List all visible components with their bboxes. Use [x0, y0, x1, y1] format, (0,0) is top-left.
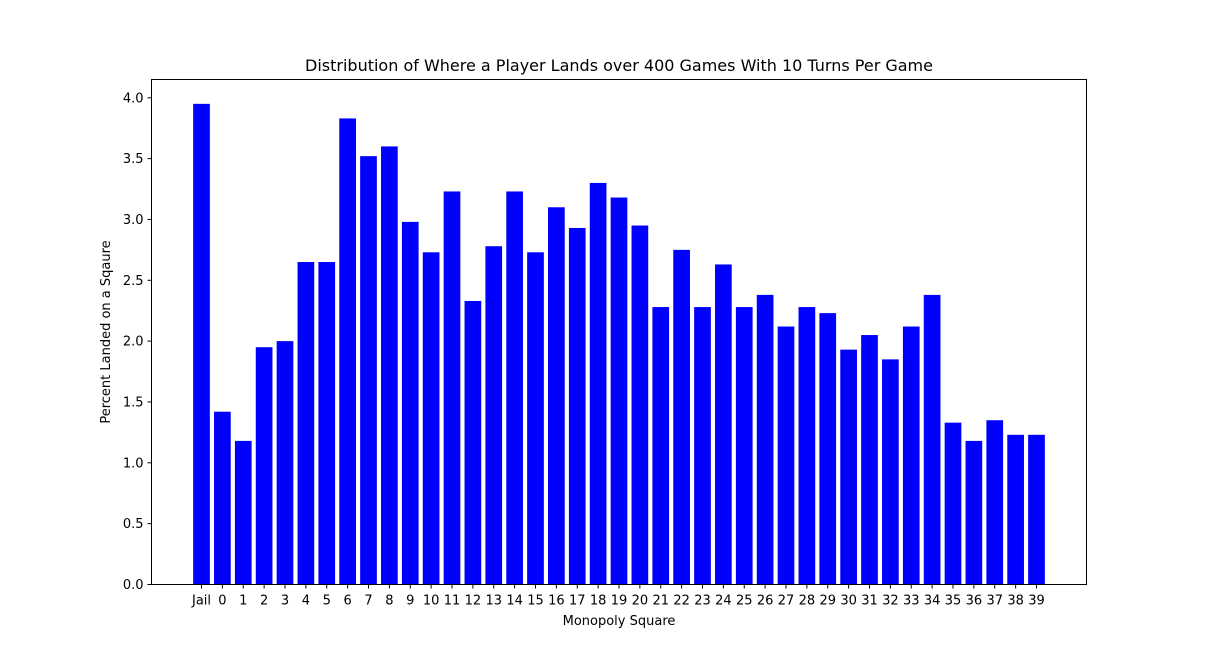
x-tick-label-22: 22 — [673, 594, 690, 609]
bar-15 — [527, 252, 544, 585]
bar-4 — [297, 262, 315, 585]
x-tick-label-25: 25 — [736, 594, 753, 609]
y-tick-label-3.5: 3.5 — [123, 152, 144, 167]
bar-10 — [422, 252, 440, 585]
bar-Jail — [193, 103, 210, 585]
x-tick-label-24: 24 — [715, 594, 732, 609]
plot-frame — [151, 79, 1087, 585]
bar-31 — [861, 335, 878, 585]
bar-33 — [902, 326, 920, 585]
bar-9 — [401, 221, 419, 585]
x-tick-label-Jail: Jail — [191, 594, 211, 609]
bar-16 — [548, 207, 565, 585]
x-tick-label-11: 11 — [444, 594, 461, 609]
bar-18 — [589, 182, 607, 585]
x-tick-label-8: 8 — [385, 594, 393, 609]
x-tick-label-30: 30 — [840, 594, 857, 609]
y-tick-label-0.5: 0.5 — [123, 517, 144, 532]
x-tick-label-27: 27 — [778, 594, 795, 609]
x-tick-label-32: 32 — [882, 594, 899, 609]
y-tick-label-0.0: 0.0 — [123, 578, 144, 593]
bar-21 — [652, 307, 670, 585]
bar-24 — [715, 264, 732, 585]
bar-5 — [318, 262, 336, 585]
bar-13 — [485, 246, 503, 585]
x-tick-label-9: 9 — [406, 594, 414, 609]
bar-26 — [756, 294, 774, 585]
x-tick-label-4: 4 — [302, 594, 310, 609]
y-axis-label: Percent Landed on a Sqaure — [99, 240, 114, 423]
bar-29 — [819, 313, 837, 585]
x-tick-label-12: 12 — [465, 594, 482, 609]
x-tick-label-0: 0 — [218, 594, 226, 609]
y-tick-label-3.0: 3.0 — [123, 213, 144, 228]
x-tick-label-10: 10 — [423, 594, 440, 609]
bar-38 — [1007, 434, 1024, 585]
x-tick-label-36: 36 — [966, 594, 983, 609]
x-tick-label-1: 1 — [239, 594, 247, 609]
x-tick-label-28: 28 — [799, 594, 816, 609]
bar-19 — [610, 197, 628, 585]
x-tick-label-7: 7 — [364, 594, 372, 609]
bar-28 — [798, 307, 816, 585]
bar-0 — [214, 411, 231, 585]
x-tick-label-3: 3 — [281, 594, 289, 609]
x-tick-label-14: 14 — [506, 594, 523, 609]
x-tick-label-2: 2 — [260, 594, 268, 609]
bar-25 — [735, 307, 753, 585]
bar-22 — [673, 249, 690, 585]
x-tick-label-23: 23 — [694, 594, 711, 609]
x-axis-label: Monopoly Square — [563, 614, 676, 629]
x-tick-label-38: 38 — [1007, 594, 1024, 609]
x-tick-label-20: 20 — [632, 594, 649, 609]
x-tick-label-15: 15 — [527, 594, 544, 609]
x-tick-label-17: 17 — [569, 594, 586, 609]
bar-7 — [360, 156, 377, 585]
chart-title: Distribution of Where a Player Lands ove… — [305, 56, 933, 75]
x-tick-label-39: 39 — [1028, 594, 1045, 609]
x-tick-label-33: 33 — [903, 594, 920, 609]
bar-3 — [276, 341, 294, 585]
y-axis: 0.0 0.5 1.0 1.5 2.0 2.5 3.0 3.5 4.0 — [123, 91, 152, 593]
x-axis: Jail 0 1 2 3 4 5 6 7 8 9 10 11 12 13 14 15 16 17 18 19 20 21 22… — [191, 584, 1045, 609]
bar-23 — [694, 307, 711, 585]
x-tick-label-6: 6 — [343, 594, 351, 609]
bar-12 — [464, 300, 482, 585]
x-tick-label-37: 37 — [986, 594, 1003, 609]
y-tick-label-1.0: 1.0 — [123, 456, 144, 471]
bar-36 — [965, 440, 983, 585]
bar-27 — [777, 326, 795, 585]
y-tick-label-1.5: 1.5 — [123, 395, 144, 410]
bar-30 — [840, 349, 857, 585]
x-tick-label-29: 29 — [819, 594, 836, 609]
x-tick-label-34: 34 — [924, 594, 941, 609]
bar-34 — [923, 294, 941, 585]
bar-1 — [234, 440, 252, 585]
y-tick-label-2.5: 2.5 — [123, 274, 144, 289]
bar-8 — [381, 146, 398, 585]
bar-11 — [443, 191, 461, 585]
x-tick-label-16: 16 — [548, 594, 565, 609]
bar-14 — [506, 191, 523, 585]
bar-35 — [944, 422, 962, 585]
bar-39 — [1028, 434, 1045, 585]
bars-group — [193, 103, 1045, 585]
bar-20 — [631, 225, 649, 585]
x-tick-label-26: 26 — [757, 594, 774, 609]
x-tick-label-5: 5 — [323, 594, 331, 609]
bar-6 — [339, 118, 356, 585]
bar-37 — [986, 420, 1004, 585]
bar-17 — [568, 227, 586, 585]
y-tick-label-4.0: 4.0 — [123, 91, 144, 106]
x-tick-label-18: 18 — [590, 594, 607, 609]
y-tick-label-2.0: 2.0 — [123, 335, 144, 350]
bar-2 — [255, 347, 273, 585]
x-tick-label-35: 35 — [945, 594, 962, 609]
x-tick-label-19: 19 — [611, 594, 628, 609]
bar-32 — [882, 359, 899, 585]
x-tick-label-21: 21 — [652, 594, 669, 609]
x-tick-label-31: 31 — [861, 594, 878, 609]
x-tick-label-13: 13 — [485, 594, 502, 609]
